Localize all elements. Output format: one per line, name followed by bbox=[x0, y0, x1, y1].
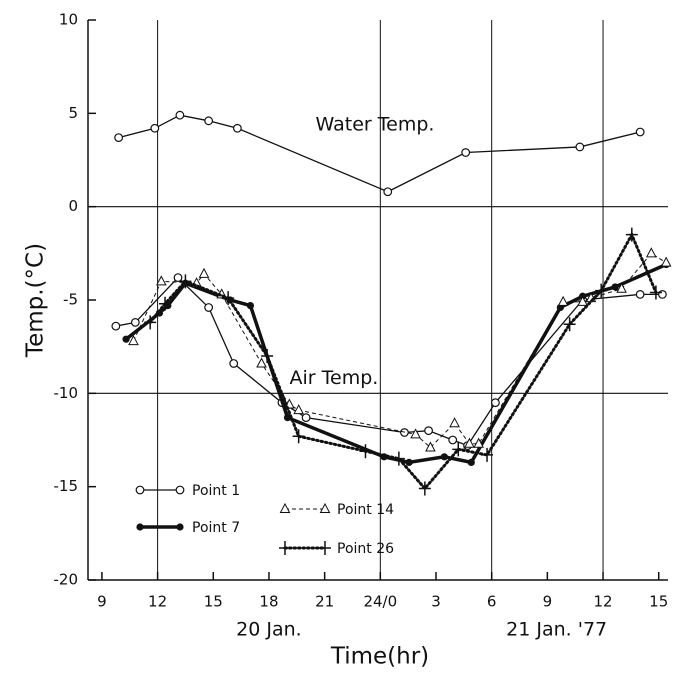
marker bbox=[464, 437, 475, 448]
marker bbox=[557, 295, 569, 306]
marker bbox=[383, 187, 393, 197]
legend-marker bbox=[135, 485, 145, 495]
marker bbox=[449, 417, 460, 428]
x-tick-label: 9 bbox=[97, 593, 107, 611]
marker bbox=[425, 441, 436, 452]
x-tick-label: 3 bbox=[431, 593, 441, 611]
marker bbox=[440, 453, 448, 461]
annotation: Air Temp. bbox=[290, 367, 379, 389]
marker bbox=[222, 291, 235, 306]
marker bbox=[645, 247, 657, 258]
marker bbox=[658, 290, 667, 299]
marker bbox=[301, 413, 311, 423]
marker bbox=[150, 123, 160, 133]
x-tick-label: 6 bbox=[487, 593, 497, 611]
marker bbox=[204, 116, 214, 126]
x-tick-label: 15 bbox=[204, 593, 223, 611]
x-tick-label: 18 bbox=[259, 593, 278, 611]
series-line bbox=[148, 231, 658, 491]
marker bbox=[233, 123, 242, 133]
marker bbox=[616, 282, 627, 293]
marker bbox=[175, 110, 185, 120]
x-tick-label: 12 bbox=[593, 593, 612, 611]
series-label: Water Temp. bbox=[316, 114, 435, 136]
marker bbox=[424, 426, 433, 436]
y-tick-label: 0 bbox=[68, 197, 78, 215]
marker bbox=[461, 148, 471, 157]
marker bbox=[452, 442, 465, 457]
marker bbox=[481, 447, 494, 462]
marker bbox=[261, 349, 274, 363]
marker bbox=[448, 435, 458, 445]
legend-marker bbox=[176, 523, 184, 531]
marker bbox=[563, 317, 576, 332]
y-tick-label: -5 bbox=[63, 291, 78, 309]
annotation: 21 Jan. '77 bbox=[506, 619, 607, 641]
marker bbox=[635, 290, 645, 299]
marker bbox=[293, 404, 304, 415]
y-tick-label: -15 bbox=[54, 477, 79, 495]
legend-label: Point 14 bbox=[337, 502, 394, 518]
marker bbox=[473, 437, 485, 448]
marker bbox=[490, 398, 500, 408]
legend-marker bbox=[319, 541, 331, 555]
marker bbox=[635, 127, 645, 137]
y-tick-label: 5 bbox=[68, 104, 78, 122]
marker bbox=[159, 296, 172, 311]
legend-label: Point 26 bbox=[337, 541, 394, 557]
marker bbox=[292, 429, 305, 444]
legend-marker bbox=[279, 502, 291, 513]
x-tick-label: 24/0 bbox=[363, 593, 397, 611]
legend-marker bbox=[279, 541, 291, 555]
marker bbox=[575, 142, 585, 152]
marker bbox=[405, 458, 413, 466]
marker bbox=[155, 275, 167, 286]
marker bbox=[122, 335, 130, 343]
x-tick-label: 21 bbox=[315, 593, 334, 611]
marker bbox=[595, 283, 608, 298]
marker bbox=[392, 451, 405, 466]
x-tick-label: 9 bbox=[543, 593, 553, 611]
marker bbox=[611, 283, 619, 291]
marker bbox=[128, 334, 139, 346]
marker bbox=[660, 256, 672, 267]
marker bbox=[130, 318, 140, 327]
marker bbox=[625, 227, 638, 242]
series-line bbox=[133, 252, 667, 449]
marker bbox=[410, 428, 421, 439]
x-tick-label: 12 bbox=[148, 593, 167, 611]
marker bbox=[467, 458, 475, 466]
legend-marker bbox=[136, 523, 144, 531]
legend-label: Point 7 bbox=[192, 520, 240, 536]
marker bbox=[114, 133, 124, 143]
legend-label: Point 1 bbox=[192, 483, 240, 499]
marker bbox=[198, 267, 210, 278]
marker bbox=[649, 285, 662, 300]
annotation: 20 Jan. bbox=[236, 619, 302, 641]
legend-marker bbox=[175, 485, 185, 495]
marker bbox=[418, 481, 431, 496]
marker bbox=[256, 357, 267, 368]
marker bbox=[246, 302, 254, 310]
y-tick-label: -20 bbox=[54, 571, 79, 589]
y-tick-label: -10 bbox=[54, 384, 79, 402]
marker bbox=[577, 295, 588, 306]
marker bbox=[179, 274, 192, 289]
marker bbox=[359, 444, 372, 459]
y-tick-label: 10 bbox=[59, 11, 78, 29]
marker bbox=[144, 315, 157, 330]
marker bbox=[173, 273, 183, 283]
marker bbox=[229, 359, 239, 368]
marker bbox=[111, 321, 121, 331]
legend-marker bbox=[319, 502, 331, 513]
x-tick-label: 15 bbox=[649, 593, 668, 611]
marker bbox=[204, 303, 214, 312]
x-axis-label: Time(hr) bbox=[330, 644, 429, 670]
y-axis-label: Temp.(°C) bbox=[23, 243, 49, 358]
